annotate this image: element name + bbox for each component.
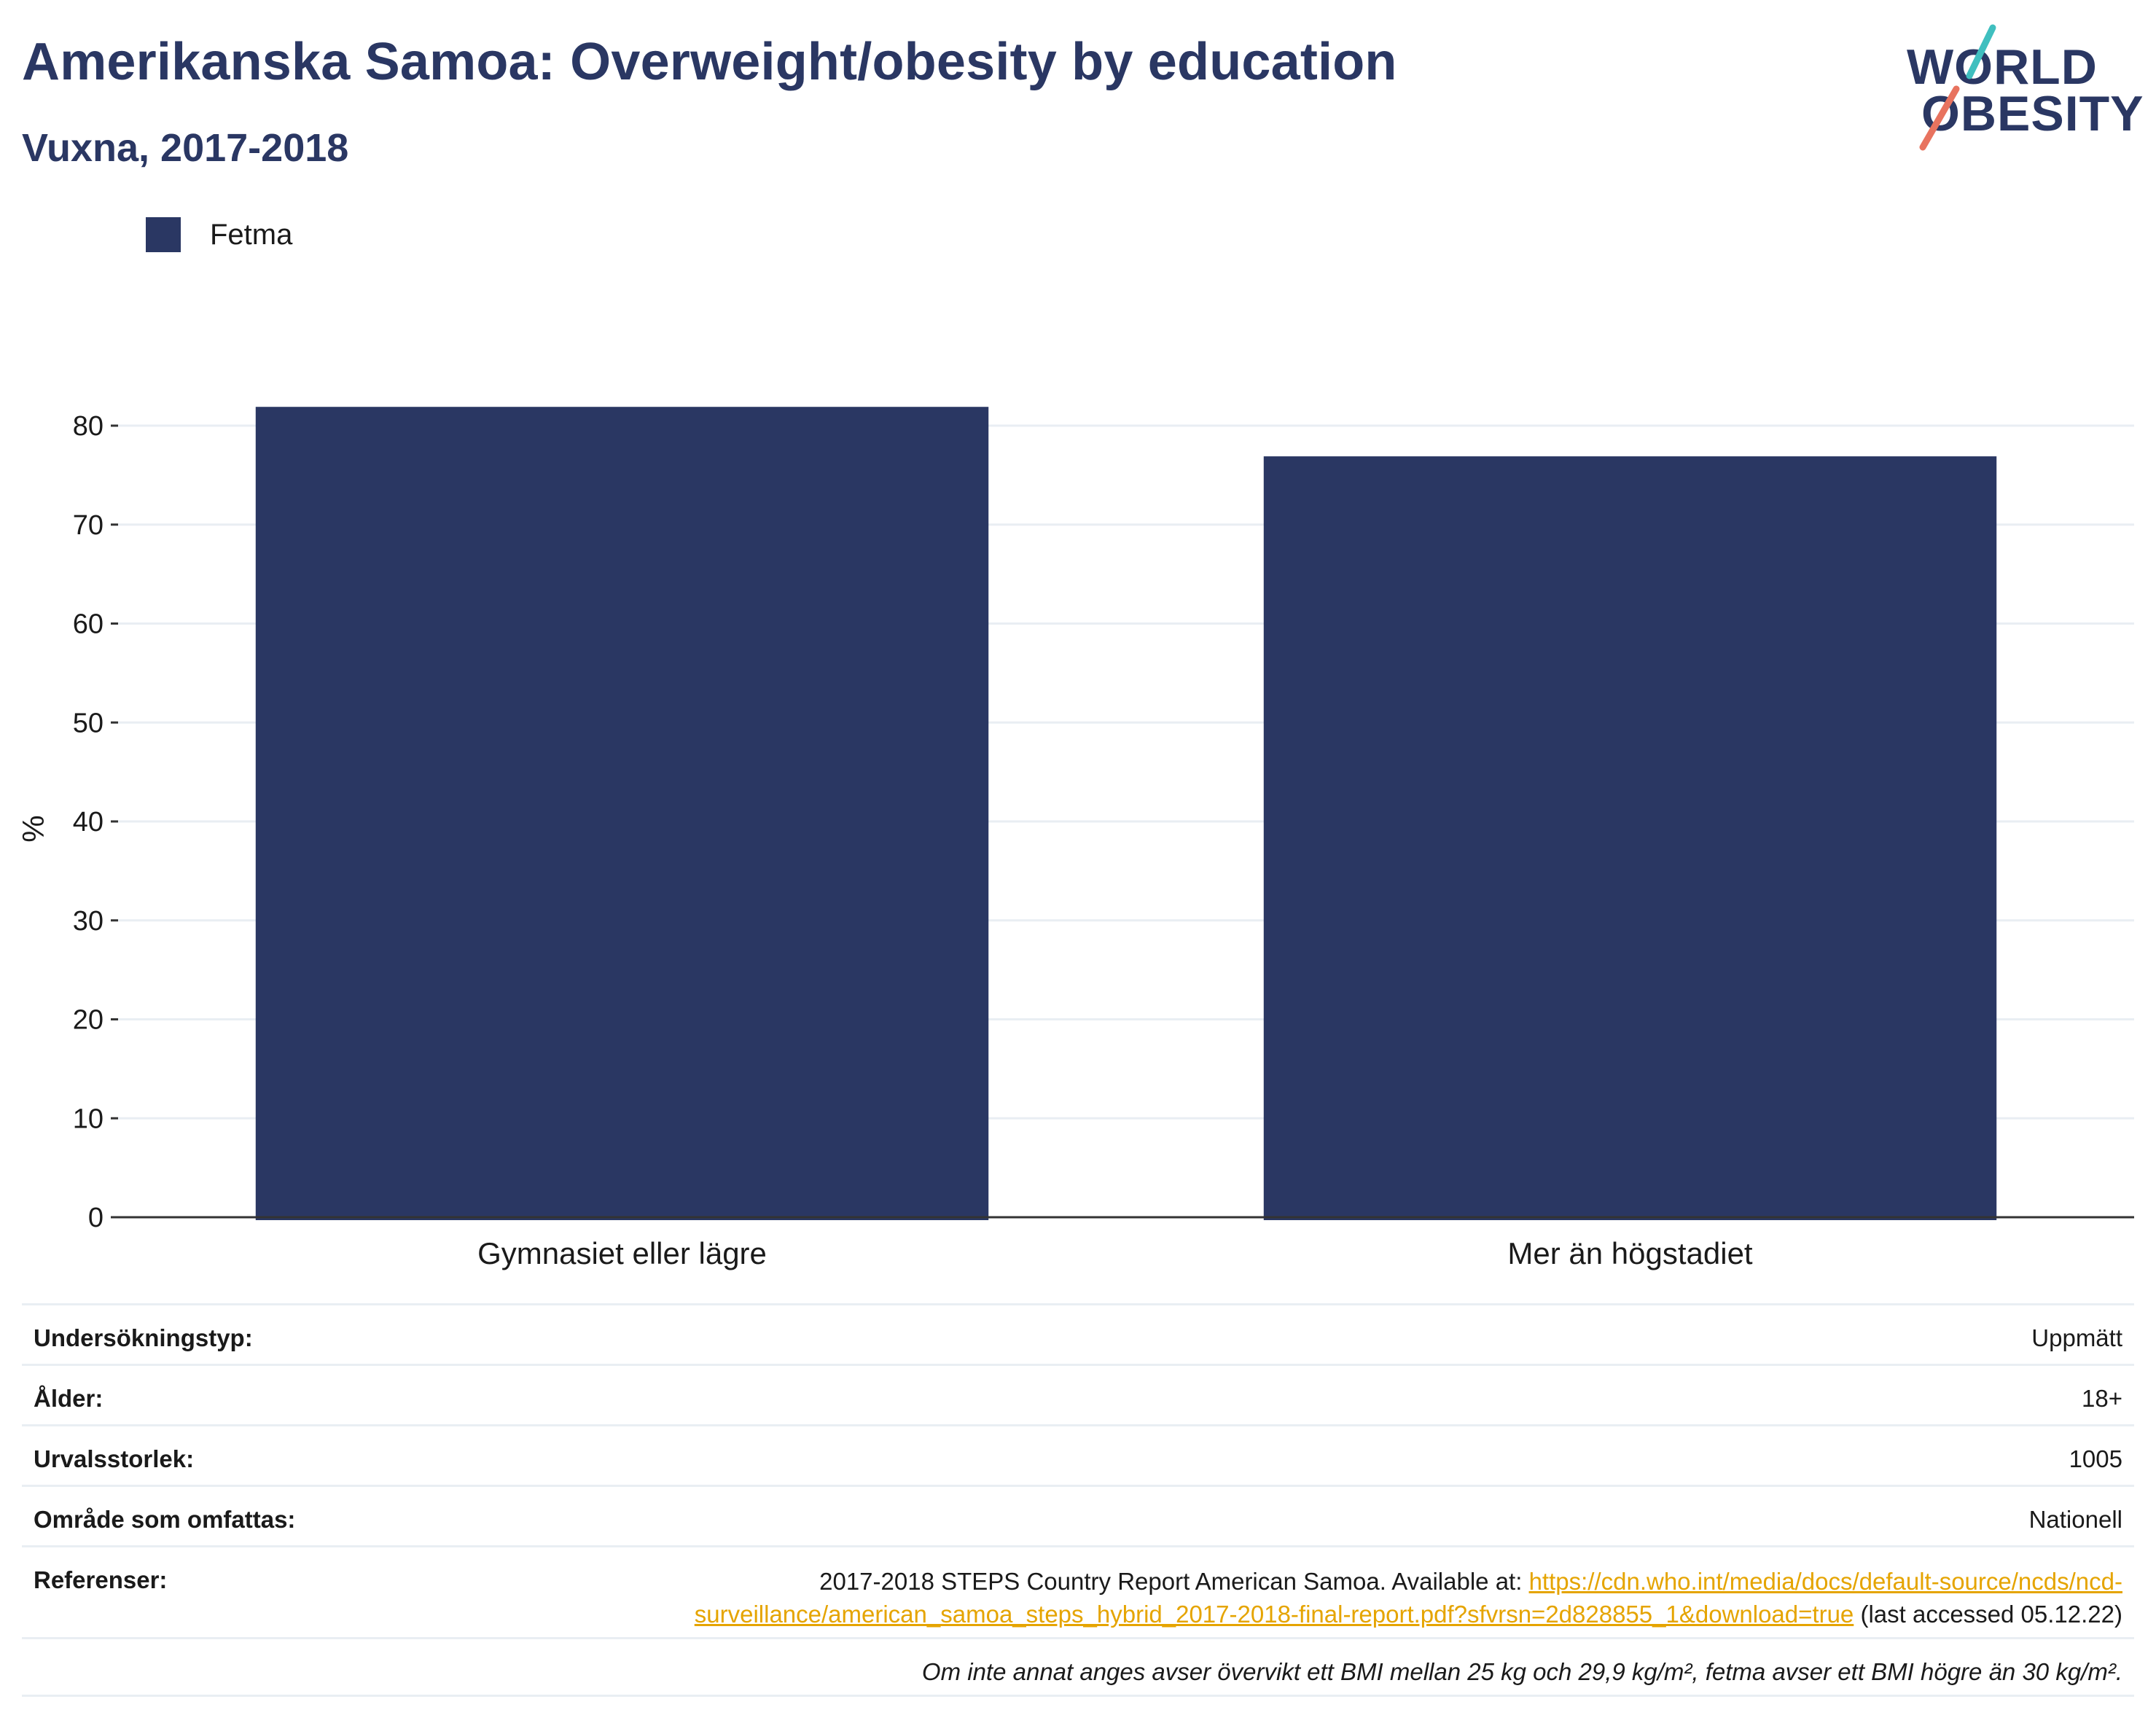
survey-type-label: Undersökningstyp: xyxy=(34,1324,253,1351)
y-tick-label-80: 80 xyxy=(73,411,103,442)
x-axis-labels: Gymnasiet eller lägre Mer än högstadiet xyxy=(477,1236,1753,1270)
info-row-note: Om inte annat anges avser övervikt ett B… xyxy=(22,1637,2134,1697)
info-row-survey-type: Undersökningstyp: Uppmätt xyxy=(22,1303,2134,1364)
y-tick-label-20: 20 xyxy=(73,1005,103,1036)
references-label: Referenser: xyxy=(34,1566,168,1593)
bar-1[interactable] xyxy=(1263,456,1997,1220)
y-tick-label-30: 30 xyxy=(73,906,103,937)
y-axis-label: % xyxy=(16,815,50,842)
info-row-references: Referenser: 2017-2018 STEPS Country Repo… xyxy=(22,1545,2134,1637)
references-value: 2017-2018 STEPS Country Report American … xyxy=(344,1565,2122,1630)
legend-label-fetma: Fetma xyxy=(210,218,293,251)
logo-line-1: WORLD xyxy=(1907,39,2098,95)
y-tick-label-50: 50 xyxy=(73,708,103,738)
y-tick-label-10: 10 xyxy=(73,1104,103,1134)
legend-swatch-fetma xyxy=(146,217,181,252)
age-value: 18+ xyxy=(2082,1385,2122,1412)
references-link[interactable]: https://cdn.who.int/media/docs/default-s… xyxy=(694,1568,2122,1628)
x-category-label-1: Mer än högstadiet xyxy=(1507,1236,1753,1270)
bar-0[interactable] xyxy=(255,407,989,1220)
sample-size-label: Urvalsstorlek: xyxy=(34,1445,195,1472)
logo-line-2: OBESITY xyxy=(1921,86,2144,141)
y-tick-label-70: 70 xyxy=(73,510,103,541)
references-prefix: 2017-2018 STEPS Country Report American … xyxy=(819,1568,1529,1595)
x-category-label-0: Gymnasiet eller lägre xyxy=(477,1236,767,1270)
references-suffix: (last accessed 05.12.22) xyxy=(1854,1601,2122,1628)
info-row-area: Område som omfattas: Nationell xyxy=(22,1485,2134,1545)
bmi-note: Om inte annat anges avser övervikt ett B… xyxy=(921,1658,2122,1685)
y-tick-label-60: 60 xyxy=(73,609,103,640)
info-row-sample-size: Urvalsstorlek: 1005 xyxy=(22,1424,2134,1485)
y-tick-label-0: 0 xyxy=(88,1203,103,1233)
chart-title: Amerikanska Samoa: Overweight/obesity by… xyxy=(22,33,1397,91)
bar-chart: 0 10 20 30 40 50 60 70 80 Gymnasiet eller lägre M… xyxy=(16,407,2134,1270)
info-row-age: Ålder: 18+ xyxy=(22,1364,2134,1424)
survey-type-value: Uppmätt xyxy=(2031,1324,2122,1351)
chart-legend: Fetma xyxy=(146,217,292,252)
world-obesity-logo: WORLD OBESITY xyxy=(1902,20,2144,152)
chart-subtitle: Vuxna, 2017-2018 xyxy=(22,126,349,170)
y-tick-label-40: 40 xyxy=(73,807,103,837)
sample-size-value: 1005 xyxy=(2069,1445,2122,1472)
logo-slash-icon xyxy=(1919,24,1996,151)
info-table: Undersökningstyp: Uppmätt Ålder: 18+ Urv… xyxy=(22,1303,2134,1697)
age-label: Ålder: xyxy=(34,1385,103,1412)
y-axis-ticks: 0 10 20 30 40 50 60 70 80 xyxy=(73,411,118,1233)
area-label: Område som omfattas: xyxy=(34,1506,296,1533)
bars xyxy=(255,407,1997,1220)
area-value: Nationell xyxy=(2028,1506,2122,1533)
